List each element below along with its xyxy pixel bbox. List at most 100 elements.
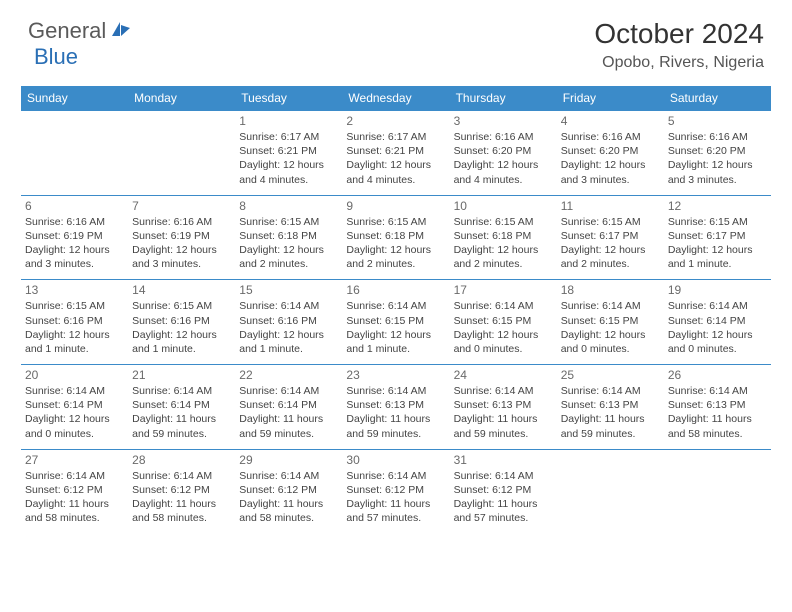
sunset-text: Sunset: 6:17 PM xyxy=(561,229,660,243)
sunrise-text: Sunrise: 6:14 AM xyxy=(25,384,124,398)
sunset-text: Sunset: 6:18 PM xyxy=(346,229,445,243)
calendar-empty-cell xyxy=(128,111,235,196)
daylight-text: and 3 minutes. xyxy=(668,173,767,187)
day-number: 3 xyxy=(454,114,553,130)
daylight-text: Daylight: 12 hours xyxy=(454,328,553,342)
sunrise-text: Sunrise: 6:16 AM xyxy=(561,130,660,144)
calendar-day-cell: 1Sunrise: 6:17 AMSunset: 6:21 PMDaylight… xyxy=(235,111,342,196)
daylight-text: Daylight: 12 hours xyxy=(239,328,338,342)
sunset-text: Sunset: 6:19 PM xyxy=(25,229,124,243)
day-header: Saturday xyxy=(664,86,771,111)
calendar-day-cell: 3Sunrise: 6:16 AMSunset: 6:20 PMDaylight… xyxy=(450,111,557,196)
day-number: 29 xyxy=(239,453,338,469)
daylight-text: Daylight: 12 hours xyxy=(561,158,660,172)
calendar-day-cell: 2Sunrise: 6:17 AMSunset: 6:21 PMDaylight… xyxy=(342,111,449,196)
sunrise-text: Sunrise: 6:14 AM xyxy=(132,469,231,483)
day-number: 14 xyxy=(132,283,231,299)
day-number: 19 xyxy=(668,283,767,299)
calendar-day-cell: 24Sunrise: 6:14 AMSunset: 6:13 PMDayligh… xyxy=(450,365,557,450)
day-number: 16 xyxy=(346,283,445,299)
sunrise-text: Sunrise: 6:15 AM xyxy=(25,299,124,313)
daylight-text: and 58 minutes. xyxy=(25,511,124,525)
calendar-day-cell: 11Sunrise: 6:15 AMSunset: 6:17 PMDayligh… xyxy=(557,195,664,280)
day-number: 30 xyxy=(346,453,445,469)
sunrise-text: Sunrise: 6:17 AM xyxy=(239,130,338,144)
logo-text-blue-wrap: Blue xyxy=(34,44,78,70)
calendar-day-cell: 26Sunrise: 6:14 AMSunset: 6:13 PMDayligh… xyxy=(664,365,771,450)
sunset-text: Sunset: 6:13 PM xyxy=(561,398,660,412)
sunrise-text: Sunrise: 6:14 AM xyxy=(132,384,231,398)
sunrise-text: Sunrise: 6:14 AM xyxy=(454,299,553,313)
calendar-day-cell: 17Sunrise: 6:14 AMSunset: 6:15 PMDayligh… xyxy=(450,280,557,365)
sunset-text: Sunset: 6:14 PM xyxy=(25,398,124,412)
sunset-text: Sunset: 6:12 PM xyxy=(239,483,338,497)
day-number: 25 xyxy=(561,368,660,384)
day-number: 5 xyxy=(668,114,767,130)
day-number: 15 xyxy=(239,283,338,299)
daylight-text: and 2 minutes. xyxy=(346,257,445,271)
calendar-day-cell: 14Sunrise: 6:15 AMSunset: 6:16 PMDayligh… xyxy=(128,280,235,365)
daylight-text: Daylight: 12 hours xyxy=(668,243,767,257)
daylight-text: and 1 minute. xyxy=(346,342,445,356)
sunrise-text: Sunrise: 6:16 AM xyxy=(668,130,767,144)
daylight-text: and 59 minutes. xyxy=(239,427,338,441)
calendar-day-cell: 30Sunrise: 6:14 AMSunset: 6:12 PMDayligh… xyxy=(342,449,449,533)
daylight-text: Daylight: 11 hours xyxy=(454,412,553,426)
daylight-text: and 58 minutes. xyxy=(132,511,231,525)
sunset-text: Sunset: 6:16 PM xyxy=(25,314,124,328)
day-number: 4 xyxy=(561,114,660,130)
daylight-text: Daylight: 12 hours xyxy=(25,328,124,342)
sunrise-text: Sunrise: 6:17 AM xyxy=(346,130,445,144)
sunrise-text: Sunrise: 6:14 AM xyxy=(239,384,338,398)
day-number: 17 xyxy=(454,283,553,299)
day-number: 1 xyxy=(239,114,338,130)
sunrise-text: Sunrise: 6:14 AM xyxy=(346,384,445,398)
day-header: Tuesday xyxy=(235,86,342,111)
daylight-text: and 1 minute. xyxy=(239,342,338,356)
calendar-day-cell: 15Sunrise: 6:14 AMSunset: 6:16 PMDayligh… xyxy=(235,280,342,365)
day-header: Wednesday xyxy=(342,86,449,111)
daylight-text: and 3 minutes. xyxy=(561,173,660,187)
daylight-text: Daylight: 11 hours xyxy=(561,412,660,426)
sunset-text: Sunset: 6:13 PM xyxy=(346,398,445,412)
day-number: 26 xyxy=(668,368,767,384)
page-title: October 2024 xyxy=(594,18,764,50)
sunrise-text: Sunrise: 6:15 AM xyxy=(239,215,338,229)
sunset-text: Sunset: 6:17 PM xyxy=(668,229,767,243)
calendar-day-cell: 6Sunrise: 6:16 AMSunset: 6:19 PMDaylight… xyxy=(21,195,128,280)
daylight-text: Daylight: 12 hours xyxy=(25,243,124,257)
daylight-text: Daylight: 12 hours xyxy=(668,328,767,342)
logo-sail-icon xyxy=(110,20,132,43)
sunrise-text: Sunrise: 6:16 AM xyxy=(454,130,553,144)
sunset-text: Sunset: 6:16 PM xyxy=(239,314,338,328)
sunrise-text: Sunrise: 6:14 AM xyxy=(561,384,660,398)
daylight-text: Daylight: 11 hours xyxy=(668,412,767,426)
daylight-text: Daylight: 12 hours xyxy=(239,243,338,257)
daylight-text: and 0 minutes. xyxy=(454,342,553,356)
calendar-day-cell: 22Sunrise: 6:14 AMSunset: 6:14 PMDayligh… xyxy=(235,365,342,450)
sunrise-text: Sunrise: 6:14 AM xyxy=(346,469,445,483)
header: General October 2024 Opobo, Rivers, Nige… xyxy=(0,0,792,80)
daylight-text: Daylight: 12 hours xyxy=(454,243,553,257)
daylight-text: and 1 minute. xyxy=(668,257,767,271)
sunset-text: Sunset: 6:21 PM xyxy=(239,144,338,158)
sunrise-text: Sunrise: 6:15 AM xyxy=(346,215,445,229)
day-number: 11 xyxy=(561,199,660,215)
daylight-text: and 4 minutes. xyxy=(454,173,553,187)
calendar-week-row: 27Sunrise: 6:14 AMSunset: 6:12 PMDayligh… xyxy=(21,449,771,533)
sunrise-text: Sunrise: 6:15 AM xyxy=(132,299,231,313)
sunset-text: Sunset: 6:12 PM xyxy=(25,483,124,497)
day-header-row: SundayMondayTuesdayWednesdayThursdayFrid… xyxy=(21,86,771,111)
daylight-text: and 0 minutes. xyxy=(25,427,124,441)
daylight-text: Daylight: 12 hours xyxy=(132,243,231,257)
daylight-text: and 59 minutes. xyxy=(346,427,445,441)
daylight-text: Daylight: 12 hours xyxy=(668,158,767,172)
logo-text-blue: Blue xyxy=(34,44,78,69)
day-number: 13 xyxy=(25,283,124,299)
sunset-text: Sunset: 6:12 PM xyxy=(454,483,553,497)
calendar-table: SundayMondayTuesdayWednesdayThursdayFrid… xyxy=(21,86,771,533)
daylight-text: Daylight: 12 hours xyxy=(346,243,445,257)
calendar-day-cell: 28Sunrise: 6:14 AMSunset: 6:12 PMDayligh… xyxy=(128,449,235,533)
daylight-text: and 59 minutes. xyxy=(454,427,553,441)
daylight-text: and 59 minutes. xyxy=(132,427,231,441)
